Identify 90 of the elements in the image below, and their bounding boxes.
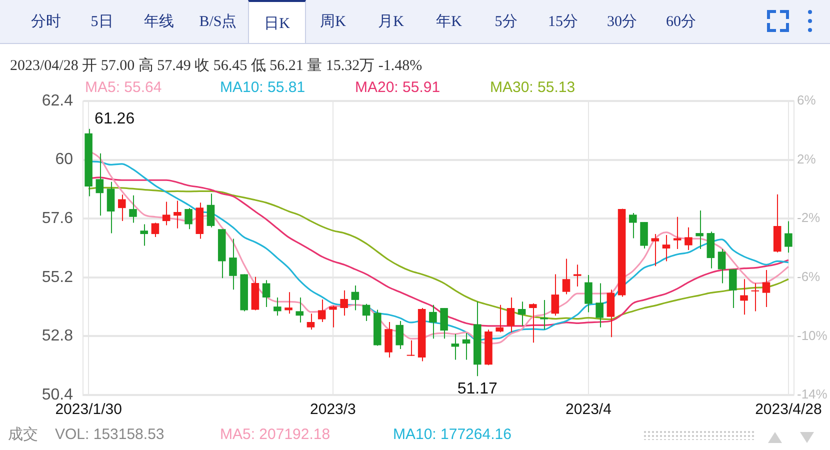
text: 60分 [665, 13, 697, 32]
text: 5分 [494, 13, 518, 32]
text: 分时 [30, 12, 62, 32]
candlestick [396, 320, 404, 350]
candlestick [206, 193, 215, 228]
candlestick [274, 296, 282, 316]
candlestick [440, 308, 448, 340]
y-tick-label: 52.8 [42, 328, 74, 345]
candlestick [596, 282, 604, 328]
y-tick-label: 57.6 [42, 210, 74, 228]
y-tick-label: 50.4 [42, 386, 74, 404]
text: MA10: 55.81 [220, 79, 306, 96]
x-tick-label: 2023/3 [310, 401, 356, 418]
candlestick [406, 340, 415, 357]
y2-tick-label: -14% [797, 386, 828, 402]
candlestick [306, 313, 315, 330]
candlestick [518, 301, 526, 326]
text: 日K [248, 0, 306, 43]
text: MA30: 55.13 [490, 79, 576, 96]
text: MA5: 207192.18 [220, 426, 330, 444]
text: 5日 [90, 13, 114, 32]
candlestick [540, 299, 548, 330]
text: MA5: 55.64 [85, 79, 162, 96]
candlestick [684, 226, 692, 250]
annotation: 61.26 [94, 110, 135, 128]
candlestick [696, 210, 704, 250]
candlestick [751, 282, 760, 312]
candlestick [329, 305, 337, 328]
candlestick [762, 270, 770, 308]
y-tick-label: 55.2 [42, 268, 74, 286]
candlestick [462, 332, 470, 360]
candlestick [174, 200, 182, 229]
text: MA10: 177264.16 [393, 426, 512, 444]
candlestick [140, 224, 148, 246]
text: 年线 [143, 12, 175, 32]
y-tick-label: 60 [55, 151, 74, 168]
candlestick [629, 212, 637, 239]
candlestick [151, 222, 160, 238]
text: 年K [435, 13, 463, 32]
candlestick [651, 234, 660, 267]
candlestick [296, 296, 304, 323]
text: 2023/04/28 开 57.00 高 57.49 收 56.45 低 56.21 量 15.32万 -1.48% [10, 56, 422, 74]
annotation: 51.17 [457, 380, 498, 398]
text: 月K [377, 13, 405, 32]
y2-tick-label: 2% [797, 151, 816, 166]
candlestick [506, 296, 515, 333]
candlestick [284, 292, 292, 314]
text: 15分 [547, 13, 579, 32]
candlestick [562, 258, 570, 295]
candlestick [362, 303, 370, 322]
y2-tick-label: 6% [797, 92, 816, 108]
y2-tick-label: -10% [797, 328, 828, 343]
candlestick [662, 234, 670, 262]
candlestick [96, 152, 104, 216]
candlestick [106, 181, 115, 234]
candlestick [318, 298, 326, 322]
candlestick [262, 280, 270, 308]
candlestick [551, 274, 560, 316]
candlestick [429, 304, 437, 340]
candlestick [729, 268, 737, 309]
candlestick [129, 194, 137, 224]
candlestick [573, 264, 582, 287]
candlestick [184, 208, 192, 230]
candlestick [118, 194, 126, 222]
text: 成交 [8, 426, 38, 444]
x-tick-label: 2023/1/30 [55, 401, 122, 418]
candlestick [162, 201, 170, 226]
text: B/S点 [198, 12, 238, 32]
candlestick [451, 333, 460, 360]
y2-tick-label: -2% [797, 210, 821, 226]
candlestick [529, 302, 537, 344]
text: VOL: 153158.53 [55, 426, 164, 444]
candlestick [351, 284, 360, 311]
candlestick [784, 220, 792, 254]
candlestick [640, 222, 648, 249]
text: 30分 [606, 13, 638, 32]
y2-tick-label: -6% [797, 268, 821, 284]
candlestick [229, 238, 237, 290]
candlestick [718, 248, 726, 284]
text: MA20: 55.91 [355, 79, 440, 96]
candlestick [340, 290, 348, 316]
x-tick-label: 2023/4/28 [755, 401, 822, 418]
candlestick [584, 274, 592, 313]
x-tick-label: 2023/4 [566, 401, 612, 418]
candlestick [673, 216, 682, 250]
candlestick [384, 321, 392, 358]
candlestick [496, 304, 504, 333]
candlestick [740, 278, 748, 316]
text: 周K [319, 13, 347, 32]
y-tick-label: 62.4 [42, 92, 74, 110]
